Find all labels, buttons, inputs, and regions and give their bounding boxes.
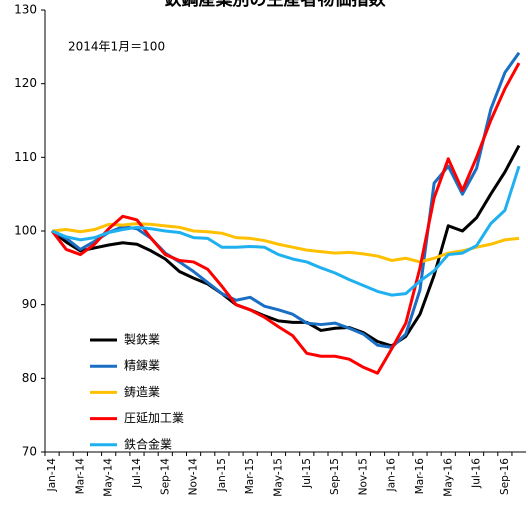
legend-label: 鋳造業 <box>124 385 160 399</box>
series-line <box>51 165 521 297</box>
x-tick-label: Jul-15 <box>301 458 313 489</box>
x-tick-label: Sep-16 <box>499 458 511 495</box>
annotation: 2014年1月＝100 <box>68 40 165 54</box>
x-tick-label: Jul-16 <box>471 458 483 489</box>
y-tick-label: 120 <box>14 76 37 90</box>
x-tick-label: Sep-15 <box>329 458 341 495</box>
legend-label: 鉄合金業 <box>124 436 172 451</box>
chart-title: 鉄鋼産業別の生産者物価指数 <box>165 0 387 10</box>
y-tick-label: 100 <box>14 224 37 238</box>
x-tick-label: Sep-14 <box>159 458 171 495</box>
y-tick-label: 110 <box>14 150 37 164</box>
x-tick-label: Mar-15 <box>244 458 256 494</box>
y-tick-label: 90 <box>22 297 37 311</box>
x-tick-label: May-15 <box>272 458 284 497</box>
x-tick-label: Jan-15 <box>216 458 228 492</box>
x-tick-label: Jul-14 <box>131 458 143 489</box>
x-tick-label: Jan-16 <box>386 458 398 493</box>
series-line <box>50 62 521 375</box>
x-tick-label: Mar-16 <box>414 458 426 495</box>
x-tick-label: May-14 <box>103 458 115 497</box>
y-tick-label: 70 <box>22 445 37 459</box>
x-tick-label: Nov-14 <box>188 458 200 496</box>
series-line <box>51 222 520 264</box>
x-tick-label: Jan-14 <box>46 458 58 493</box>
legend-label: 圧延加工業 <box>124 411 184 425</box>
legend-label: 精錬業 <box>124 358 160 373</box>
x-tick-label: May-16 <box>442 458 454 497</box>
series-line <box>51 51 521 349</box>
series-line <box>51 144 521 348</box>
y-tick-label: 80 <box>22 371 37 385</box>
x-tick-label: Mar-14 <box>74 458 86 495</box>
y-tick-label: 130 <box>14 3 37 17</box>
legend-label: 製鉄業 <box>124 332 160 347</box>
x-tick-label: Nov-15 <box>357 458 369 495</box>
